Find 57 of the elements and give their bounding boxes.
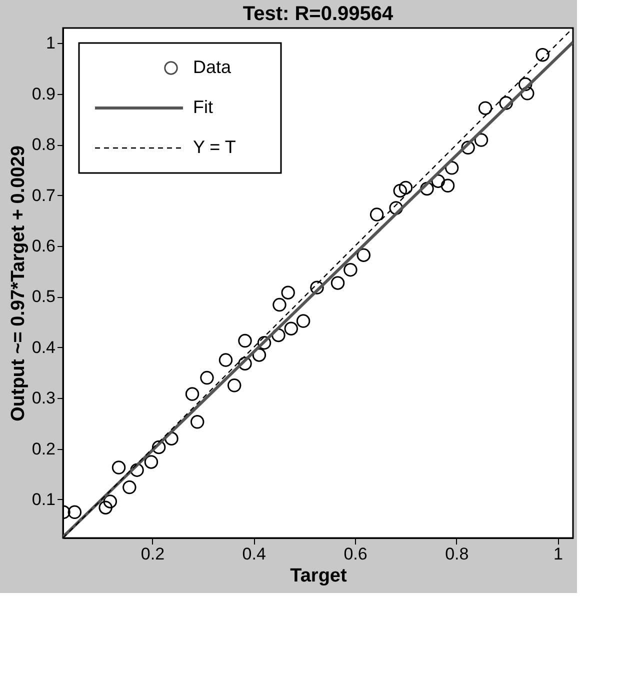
point bbox=[284, 322, 298, 336]
point bbox=[218, 353, 233, 367]
point bbox=[398, 180, 413, 195]
point bbox=[499, 96, 513, 110]
point bbox=[393, 184, 407, 198]
point bbox=[440, 178, 455, 193]
y-tick-label: 0.5 bbox=[32, 287, 56, 306]
y-tick-label: 0.2 bbox=[32, 439, 56, 458]
point bbox=[330, 276, 345, 290]
point bbox=[344, 262, 358, 277]
y-tick-label: 0.9 bbox=[32, 84, 56, 104]
point bbox=[152, 440, 166, 454]
point bbox=[356, 248, 370, 262]
y-tick-label: 0.8 bbox=[32, 135, 56, 154]
y-tick-label: 0.6 bbox=[32, 236, 56, 256]
point bbox=[98, 500, 112, 514]
point bbox=[122, 480, 136, 494]
x-tick-label: 1 bbox=[554, 544, 564, 564]
point bbox=[68, 505, 82, 520]
point bbox=[200, 370, 214, 385]
legend-label: Y = T bbox=[193, 137, 236, 157]
point bbox=[190, 415, 204, 429]
y-tick-label: 0.1 bbox=[32, 490, 56, 509]
point bbox=[389, 201, 403, 215]
x-tick-label: 0.2 bbox=[140, 544, 165, 564]
point bbox=[185, 387, 200, 401]
point bbox=[103, 494, 118, 508]
point bbox=[238, 356, 252, 370]
point bbox=[370, 208, 384, 222]
point bbox=[238, 334, 252, 348]
x-tick-label: 0.6 bbox=[344, 544, 368, 564]
point bbox=[112, 460, 126, 474]
y-tick-label: 1 bbox=[46, 34, 56, 53]
point bbox=[227, 378, 242, 392]
point bbox=[296, 314, 310, 328]
y-tick-label: 0.4 bbox=[32, 338, 56, 357]
legend-label: Data bbox=[193, 57, 232, 77]
legend-label: Fit bbox=[193, 97, 213, 117]
point bbox=[520, 86, 534, 100]
point bbox=[518, 77, 532, 92]
point bbox=[536, 48, 550, 62]
point bbox=[272, 298, 286, 312]
x-axis-title: Target bbox=[290, 566, 348, 586]
point bbox=[130, 463, 144, 477]
x-tick-label: 0.8 bbox=[445, 544, 469, 564]
y-tick-label: 0.7 bbox=[32, 186, 56, 205]
point bbox=[144, 455, 158, 469]
y-axis-title: Output ~= 0.97*Target + 0.0029 bbox=[8, 146, 29, 422]
point bbox=[420, 182, 434, 196]
x-tick-label: 0.4 bbox=[242, 544, 266, 564]
point bbox=[461, 140, 475, 155]
y-tick-label: 0.3 bbox=[32, 388, 56, 408]
point bbox=[281, 286, 295, 300]
point bbox=[478, 101, 492, 115]
point bbox=[257, 336, 272, 350]
chart-title: Test: R=0.99564 bbox=[242, 3, 394, 25]
point bbox=[310, 280, 324, 294]
